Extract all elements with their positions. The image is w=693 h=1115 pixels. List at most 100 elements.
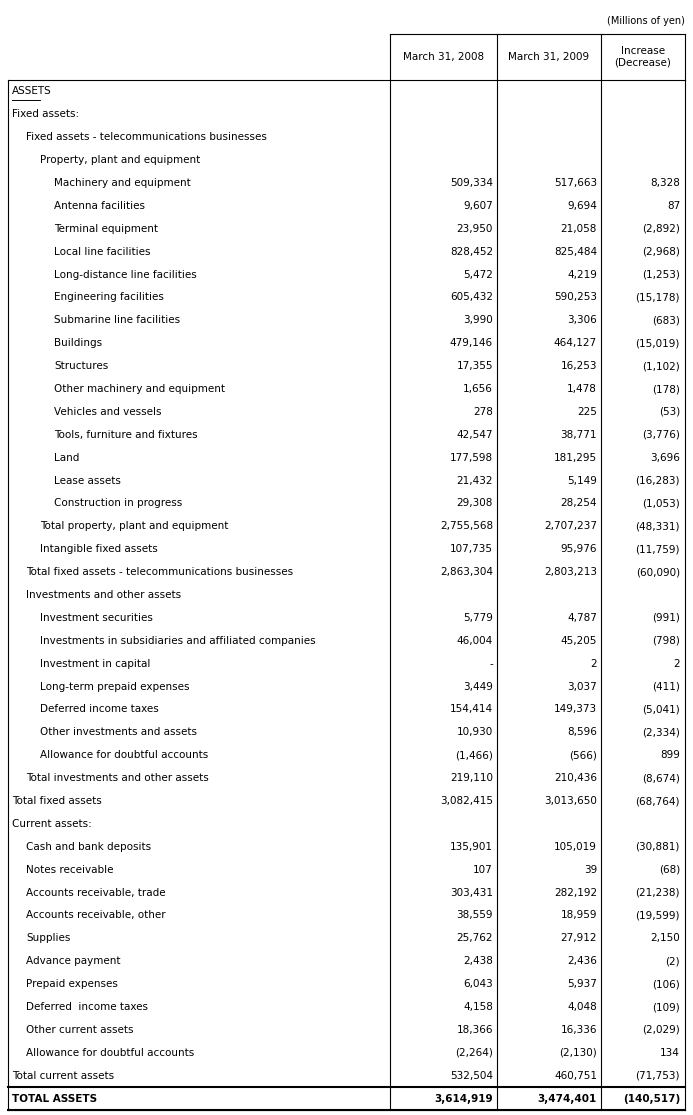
Text: Accounts receivable, other: Accounts receivable, other [26,911,166,921]
Text: Structures: Structures [54,361,108,371]
Text: March 31, 2009: March 31, 2009 [509,52,590,62]
Text: Supplies: Supplies [26,933,71,943]
Text: Lease assets: Lease assets [54,476,121,485]
Text: 107: 107 [473,864,493,874]
Text: 177,598: 177,598 [450,453,493,463]
Text: 105,019: 105,019 [554,842,597,852]
Text: 6,043: 6,043 [463,979,493,989]
Text: 3,696: 3,696 [650,453,680,463]
Text: 181,295: 181,295 [554,453,597,463]
Text: 29,308: 29,308 [457,498,493,508]
Text: 135,901: 135,901 [450,842,493,852]
Text: 87: 87 [667,201,680,211]
Text: Investments and other assets: Investments and other assets [26,590,181,600]
Text: TOTAL ASSETS: TOTAL ASSETS [12,1094,97,1104]
Text: 4,219: 4,219 [567,270,597,280]
Text: (2,029): (2,029) [642,1025,680,1035]
Text: (60,090): (60,090) [636,568,680,578]
Text: (1,102): (1,102) [642,361,680,371]
Text: Notes receivable: Notes receivable [26,864,114,874]
Text: 2,863,304: 2,863,304 [440,568,493,578]
Text: 9,607: 9,607 [463,201,493,211]
Text: Prepaid expenses: Prepaid expenses [26,979,118,989]
Text: 149,373: 149,373 [554,705,597,715]
Text: (2,130): (2,130) [559,1048,597,1058]
Text: (3,776): (3,776) [642,429,680,439]
Text: Total current assets: Total current assets [12,1070,114,1080]
Text: Fixed assets - telecommunications businesses: Fixed assets - telecommunications busine… [26,133,267,143]
Text: 27,912: 27,912 [561,933,597,943]
Text: (2,968): (2,968) [642,246,680,256]
Text: 828,452: 828,452 [450,246,493,256]
Text: (109): (109) [652,1002,680,1012]
Text: Allowance for doubtful accounts: Allowance for doubtful accounts [26,1048,194,1058]
Text: 25,762: 25,762 [457,933,493,943]
Text: 134: 134 [660,1048,680,1058]
Text: Property, plant and equipment: Property, plant and equipment [40,155,200,165]
Text: Other current assets: Other current assets [26,1025,134,1035]
Text: Buildings: Buildings [54,338,102,348]
Text: 10,930: 10,930 [457,727,493,737]
Text: Fixed assets:: Fixed assets: [12,109,79,119]
Text: Long-distance line facilities: Long-distance line facilities [54,270,197,280]
Text: Other investments and assets: Other investments and assets [40,727,197,737]
Text: (71,753): (71,753) [635,1070,680,1080]
Text: 590,253: 590,253 [554,292,597,302]
Text: (48,331): (48,331) [635,522,680,532]
Text: 210,436: 210,436 [554,773,597,783]
Text: (2,264): (2,264) [455,1048,493,1058]
Text: (5,041): (5,041) [642,705,680,715]
Text: 2,755,568: 2,755,568 [440,522,493,532]
Text: (15,178): (15,178) [635,292,680,302]
Text: 3,614,919: 3,614,919 [435,1094,493,1104]
Text: March 31, 2008: March 31, 2008 [403,52,484,62]
Text: Deferred  income taxes: Deferred income taxes [26,1002,148,1012]
Text: 38,771: 38,771 [561,429,597,439]
Text: 303,431: 303,431 [450,888,493,898]
Text: 5,472: 5,472 [463,270,493,280]
Text: 3,082,415: 3,082,415 [440,796,493,806]
Text: 21,058: 21,058 [561,224,597,234]
Text: 278: 278 [473,407,493,417]
Text: (68): (68) [659,864,680,874]
Text: Machinery and equipment: Machinery and equipment [54,178,191,188]
Text: 2: 2 [590,659,597,669]
Text: 282,192: 282,192 [554,888,597,898]
Text: Deferred income taxes: Deferred income taxes [40,705,159,715]
Text: (991): (991) [652,613,680,623]
Text: 517,663: 517,663 [554,178,597,188]
Text: 1,478: 1,478 [567,384,597,394]
Text: 605,432: 605,432 [450,292,493,302]
Text: (1,466): (1,466) [455,750,493,760]
Text: (8,674): (8,674) [642,773,680,783]
Text: 21,432: 21,432 [457,476,493,485]
Text: (106): (106) [652,979,680,989]
Text: (566): (566) [569,750,597,760]
Text: Antenna facilities: Antenna facilities [54,201,145,211]
Text: 4,048: 4,048 [568,1002,597,1012]
Text: 3,037: 3,037 [568,681,597,691]
Text: 479,146: 479,146 [450,338,493,348]
Text: 532,504: 532,504 [450,1070,493,1080]
Text: Increase
(Decrease): Increase (Decrease) [615,46,672,68]
Text: Intangible fixed assets: Intangible fixed assets [40,544,158,554]
Text: 39: 39 [584,864,597,874]
Text: (2,892): (2,892) [642,224,680,234]
Text: 18,959: 18,959 [561,911,597,921]
Text: 2,707,237: 2,707,237 [544,522,597,532]
Text: 3,449: 3,449 [463,681,493,691]
Text: 3,990: 3,990 [463,316,493,326]
Text: Engineering facilities: Engineering facilities [54,292,164,302]
Text: 2: 2 [674,659,680,669]
Text: 3,013,650: 3,013,650 [544,796,597,806]
Text: 5,937: 5,937 [567,979,597,989]
Text: 2,803,213: 2,803,213 [544,568,597,578]
Text: (411): (411) [652,681,680,691]
Text: 107,735: 107,735 [450,544,493,554]
Text: 16,253: 16,253 [561,361,597,371]
Text: Tools, furniture and fixtures: Tools, furniture and fixtures [54,429,198,439]
Text: Investment securities: Investment securities [40,613,153,623]
Text: 17,355: 17,355 [457,361,493,371]
Text: (798): (798) [652,636,680,646]
Text: (2): (2) [665,957,680,967]
